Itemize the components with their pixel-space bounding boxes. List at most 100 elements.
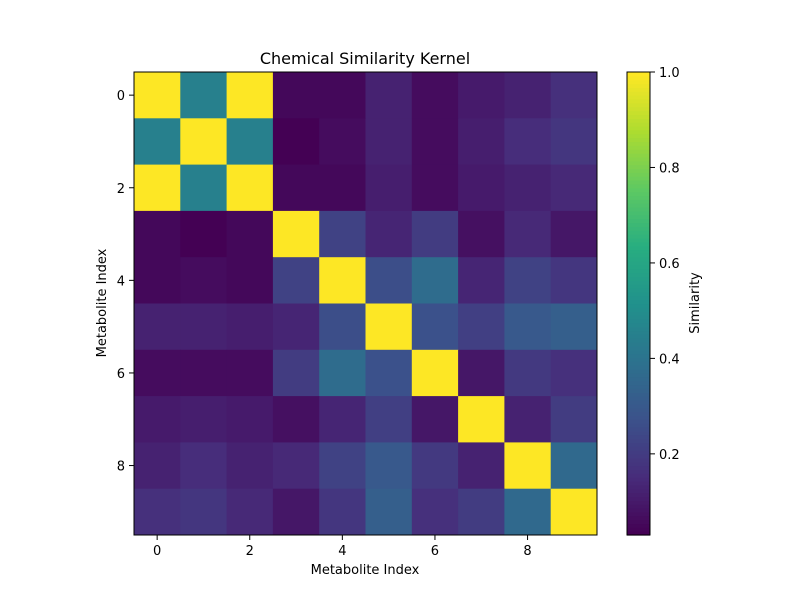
colorbar-segment xyxy=(627,102,650,108)
colorbar-segment xyxy=(627,276,650,281)
colorbar-segment xyxy=(627,261,650,266)
heatmap-cell xyxy=(550,257,598,304)
colorbar-segment xyxy=(627,99,650,104)
colorbar-segment xyxy=(627,195,650,200)
colorbar-segment xyxy=(627,403,650,409)
y-tick-label: 2 xyxy=(117,182,125,197)
x-tick-label: 6 xyxy=(431,544,439,559)
heatmap-cell xyxy=(180,488,228,536)
heatmap-cell xyxy=(319,210,366,258)
heatmap-cell xyxy=(504,303,552,351)
heatmap-cell xyxy=(411,442,459,490)
heatmap-cell xyxy=(319,118,366,166)
heatmap-cell xyxy=(180,118,228,166)
colorbar-segment xyxy=(627,334,650,339)
colorbar-segment xyxy=(627,207,650,212)
colorbar-segment xyxy=(627,237,650,243)
heatmap-cell xyxy=(134,442,181,490)
colorbar-segment xyxy=(627,330,650,335)
heatmap-cell xyxy=(180,257,228,304)
colorbar-segment xyxy=(627,322,650,328)
colorbar-segment xyxy=(627,110,650,116)
heatmap-cell xyxy=(319,442,366,490)
colorbar-segment xyxy=(627,253,650,258)
colorbar-segment xyxy=(627,349,650,355)
colorbar-ticks: 0.2 0.4 0.6 0.8 1.0 xyxy=(650,66,680,463)
colorbar-segment xyxy=(627,480,650,486)
colorbar-segment xyxy=(627,176,650,181)
heatmap-cell xyxy=(458,257,505,304)
heatmap-cell xyxy=(134,488,181,536)
heatmap-cell xyxy=(226,72,274,119)
heatmap-cell xyxy=(411,210,459,258)
colorbar-segment xyxy=(627,133,650,139)
heatmap-cell xyxy=(226,257,274,304)
heatmap-cell xyxy=(504,442,552,490)
heatmap-cell xyxy=(411,118,459,166)
colorbar-segment xyxy=(627,172,650,177)
colorbar-tick-label: 1.0 xyxy=(659,66,680,81)
heatmap-cell xyxy=(134,303,181,351)
colorbar-segment xyxy=(627,531,650,536)
colorbar-segment xyxy=(627,434,650,440)
heatmap-cell xyxy=(550,488,598,536)
colorbar-segment xyxy=(627,446,650,451)
heatmap-cell xyxy=(550,164,598,212)
colorbar-segment xyxy=(627,488,650,494)
colorbar-segment xyxy=(627,376,650,382)
heatmap-cell xyxy=(134,257,181,304)
heatmap-cell xyxy=(134,72,181,119)
colorbar-segment xyxy=(627,496,650,501)
colorbar-segment xyxy=(627,365,650,370)
colorbar-segment xyxy=(627,264,650,270)
heatmap-cell xyxy=(180,349,228,397)
colorbar-segment xyxy=(627,430,650,436)
colorbar-segment xyxy=(627,79,650,85)
heatmap-cell xyxy=(319,349,366,397)
x-tick-label: 2 xyxy=(246,544,254,559)
y-tick-label: 4 xyxy=(117,274,125,289)
colorbar-segment xyxy=(627,288,650,293)
colorbar-segment xyxy=(627,419,650,424)
x-axis-label: Metabolite Index xyxy=(311,563,420,578)
colorbar-segment xyxy=(627,241,650,247)
colorbar-segment xyxy=(627,160,650,166)
heatmap-cell xyxy=(458,396,505,443)
heatmap-cell xyxy=(504,210,552,258)
heatmap-cell xyxy=(550,442,598,490)
colorbar-segment xyxy=(627,164,650,170)
heatmap-cell xyxy=(504,72,552,119)
colorbar-segment xyxy=(627,372,650,378)
heatmap-cell xyxy=(319,488,366,536)
colorbar-segment xyxy=(627,361,650,366)
colorbar-segment xyxy=(627,307,650,312)
colorbar-segment xyxy=(627,519,650,525)
colorbar-segment xyxy=(627,226,650,231)
colorbar-segment xyxy=(627,338,650,343)
colorbar-segment xyxy=(627,180,650,185)
colorbar-segment xyxy=(627,357,650,362)
heatmap-cell xyxy=(272,396,320,443)
colorbar-segment xyxy=(627,268,650,274)
colorbar-segment xyxy=(627,91,650,96)
colorbar-segment xyxy=(627,353,650,359)
colorbar-segment xyxy=(627,457,650,463)
colorbar-segment xyxy=(627,234,650,239)
heatmap-cell xyxy=(134,396,181,443)
colorbar-segment xyxy=(627,507,650,513)
heatmap-cell xyxy=(272,164,320,212)
colorbar-segment xyxy=(627,114,650,119)
heatmap-cell xyxy=(458,488,505,536)
colorbar-label: Similarity xyxy=(688,272,703,334)
colorbar-segment xyxy=(627,218,650,224)
colorbar-segment xyxy=(627,145,650,150)
colorbar-tick-label: 0.4 xyxy=(659,352,680,367)
y-axis-label: Metabolite Index xyxy=(95,248,110,357)
heatmap-cell xyxy=(134,164,181,212)
colorbar-tick-label: 0.8 xyxy=(659,161,680,176)
heatmap-cell xyxy=(411,303,459,351)
y-axis-ticks: 0 2 4 6 8 xyxy=(117,89,134,475)
colorbar-segment xyxy=(627,183,650,189)
heatmap-cell xyxy=(365,257,413,304)
heatmap-cell xyxy=(272,210,320,258)
